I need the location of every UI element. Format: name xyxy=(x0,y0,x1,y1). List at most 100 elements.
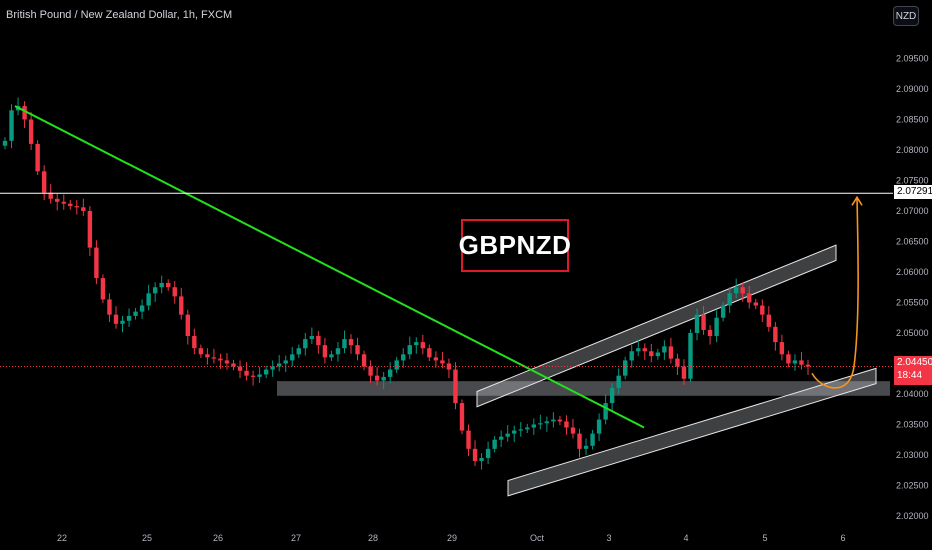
candle xyxy=(792,354,798,371)
candle-body xyxy=(159,282,164,288)
candle-body xyxy=(355,345,360,355)
candle xyxy=(2,137,8,150)
candle xyxy=(753,298,758,310)
candle xyxy=(433,351,439,368)
candle-body xyxy=(623,360,628,376)
candle-body xyxy=(433,357,439,361)
candle-body xyxy=(747,293,752,303)
candle-body xyxy=(146,293,151,306)
candle xyxy=(368,360,373,383)
candle xyxy=(583,438,589,455)
candle-body xyxy=(342,339,347,349)
candle xyxy=(107,293,112,322)
candle xyxy=(472,440,478,466)
candle xyxy=(701,306,706,335)
candle-body xyxy=(257,374,262,377)
symbol-title[interactable]: British Pound / New Zealand Dollar, 1h, … xyxy=(6,9,233,21)
candle xyxy=(309,327,315,344)
candle xyxy=(329,350,334,362)
candle xyxy=(786,350,791,368)
candle-body xyxy=(309,336,315,340)
candle xyxy=(766,306,772,332)
candle-body xyxy=(74,206,80,208)
candle xyxy=(570,418,576,439)
candle xyxy=(290,346,295,367)
candle-body xyxy=(616,375,621,388)
candle-body xyxy=(374,375,380,381)
candle-body xyxy=(316,336,321,346)
candle xyxy=(609,382,615,412)
candle-body xyxy=(290,354,295,361)
candle xyxy=(126,308,132,327)
price-tick-label: 2.02000 xyxy=(896,511,929,521)
candle xyxy=(270,360,275,377)
candle xyxy=(440,351,445,369)
candle-body xyxy=(642,348,647,352)
candle-body xyxy=(629,351,634,361)
candle xyxy=(446,358,452,379)
candle-body xyxy=(107,299,112,315)
candle-body xyxy=(766,314,772,327)
candle-body xyxy=(675,358,680,367)
candle-body xyxy=(211,357,217,359)
candle xyxy=(192,328,197,355)
candle xyxy=(505,425,510,442)
bar-countdown: 18:44 xyxy=(897,370,923,381)
candle xyxy=(41,165,47,201)
candle-body xyxy=(668,346,674,359)
candle xyxy=(518,422,523,437)
candle xyxy=(773,321,778,351)
candle-body xyxy=(753,302,758,306)
candle xyxy=(714,310,719,343)
candle-body xyxy=(152,287,158,294)
candle-body xyxy=(133,311,138,316)
candle xyxy=(348,334,354,354)
candle-body xyxy=(205,354,210,358)
candle-body xyxy=(799,360,804,365)
time-axis[interactable]: 22 25 26 27 28 29 Oct 3 4 5 6 xyxy=(57,533,846,543)
drawing-layer xyxy=(277,244,890,497)
candle-body xyxy=(440,360,445,364)
candle-body xyxy=(329,354,334,358)
candle xyxy=(414,337,419,354)
current-price-tag: 2.04450 18:44 xyxy=(894,356,932,385)
candle xyxy=(316,331,321,354)
candle-body xyxy=(166,282,171,288)
candle-body xyxy=(414,342,419,346)
candle-body xyxy=(218,358,223,361)
candle xyxy=(374,367,380,386)
price-tick-label: 2.09500 xyxy=(896,53,929,63)
price-axis[interactable]: 2.020002.025002.030002.035002.040002.045… xyxy=(896,53,929,520)
candle-body xyxy=(237,366,243,371)
candle xyxy=(681,359,687,385)
candle xyxy=(231,359,236,371)
candle xyxy=(675,353,680,376)
candle xyxy=(28,112,34,150)
candle-body xyxy=(427,348,432,358)
currency-button[interactable]: NZD xyxy=(893,6,919,26)
candle-body xyxy=(596,419,602,434)
candle xyxy=(205,348,210,365)
candle xyxy=(211,348,217,364)
candle xyxy=(179,287,184,320)
candle-body xyxy=(544,421,550,424)
candle xyxy=(244,362,249,381)
candle-body xyxy=(368,366,373,376)
candle-body xyxy=(498,436,504,440)
price-tick-label: 2.07500 xyxy=(896,175,929,185)
candle xyxy=(113,306,119,329)
candle-body xyxy=(649,351,654,357)
candle xyxy=(485,441,491,465)
candle-body xyxy=(387,369,393,377)
candle-body xyxy=(733,287,739,294)
candle xyxy=(420,334,426,355)
candle xyxy=(224,353,230,370)
candle xyxy=(139,299,145,319)
candle-body xyxy=(720,305,726,318)
price-tick-label: 2.08000 xyxy=(896,145,929,155)
candle xyxy=(694,308,700,341)
price-tick-label: 2.06000 xyxy=(896,267,929,277)
candle-body xyxy=(192,336,197,349)
candle-body xyxy=(655,352,661,357)
